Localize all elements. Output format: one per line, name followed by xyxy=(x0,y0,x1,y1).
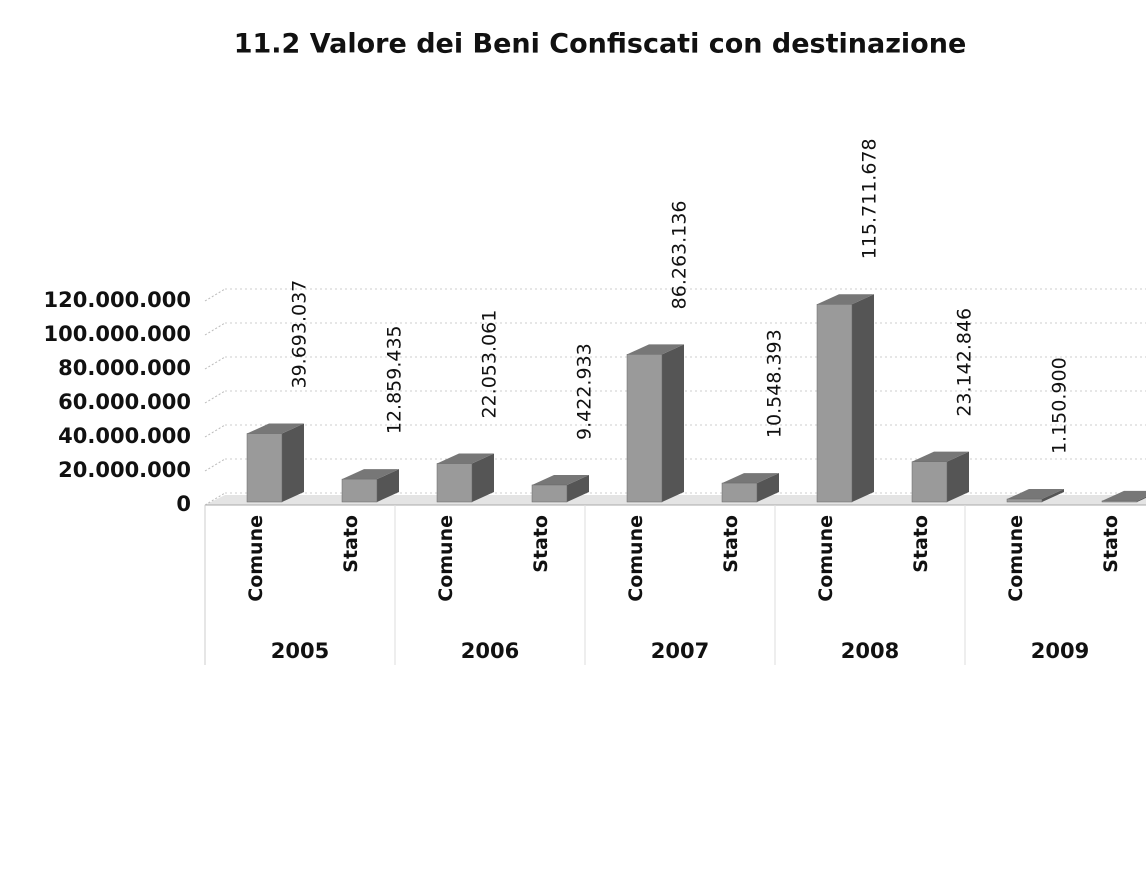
group-label: 2006 xyxy=(461,639,519,663)
bar-top xyxy=(1007,489,1064,500)
group-label: 2008 xyxy=(841,639,899,663)
bar-top xyxy=(532,474,589,485)
bar xyxy=(436,463,473,503)
bar-side xyxy=(1042,489,1064,502)
group-label: 2005 xyxy=(271,639,329,663)
grid-line xyxy=(204,390,226,404)
bar xyxy=(1101,500,1138,503)
bar-side xyxy=(662,344,684,502)
bar xyxy=(816,304,853,503)
x-tick-label: Comune xyxy=(245,515,267,602)
value-label: 23.142.846 xyxy=(954,308,976,417)
bar-side xyxy=(282,423,304,502)
value-label: 1.150.900 xyxy=(1049,357,1071,454)
y-tick-label: 80.000.000 xyxy=(58,356,191,380)
value-label: 22.053.061 xyxy=(479,310,501,419)
bar-top xyxy=(627,344,684,355)
y-tick-label: 40.000.000 xyxy=(58,424,191,448)
bar-side xyxy=(757,473,779,502)
bar xyxy=(911,461,948,503)
bar xyxy=(626,354,663,503)
group-label: 2009 xyxy=(1031,639,1089,663)
y-tick-label: 20.000.000 xyxy=(58,458,191,482)
grid-line xyxy=(204,322,226,336)
value-label: 10.548.393 xyxy=(764,329,786,438)
y-tick-label: 0 xyxy=(176,492,191,516)
bar xyxy=(721,482,758,503)
x-tick-label: Stato xyxy=(910,515,932,573)
value-label: 12.859.435 xyxy=(384,325,406,434)
y-tick-label: 100.000.000 xyxy=(44,322,191,346)
x-tick-label: Stato xyxy=(340,515,362,573)
x-tick-label: Stato xyxy=(1100,515,1122,573)
grid-line xyxy=(204,458,226,472)
bar xyxy=(531,484,568,503)
x-tick-label: Stato xyxy=(530,515,552,573)
y-tick-label: 120.000.000 xyxy=(44,288,191,312)
bar-side xyxy=(947,451,969,502)
bar-top xyxy=(912,451,969,462)
bar-side xyxy=(472,453,494,502)
x-tick-label: Comune xyxy=(435,515,457,602)
y-tick-label: 60.000.000 xyxy=(58,390,191,414)
bar xyxy=(341,478,378,503)
bar xyxy=(1006,498,1043,503)
bar-top xyxy=(817,294,874,305)
group-label: 2007 xyxy=(651,639,709,663)
bar-side xyxy=(567,474,589,502)
bar-side xyxy=(852,294,874,502)
grid-line xyxy=(204,424,226,438)
bar-side xyxy=(1137,496,1146,502)
bar-top xyxy=(1102,490,1146,501)
x-tick-label: Comune xyxy=(815,515,837,602)
bar-top xyxy=(437,453,494,464)
value-label: 115.711.678 xyxy=(859,138,881,259)
value-label: 70.000 xyxy=(1144,389,1146,455)
value-label: 9.422.933 xyxy=(574,343,596,440)
bar-top xyxy=(342,469,399,480)
bar xyxy=(246,433,283,503)
x-tick-label: Comune xyxy=(1005,515,1027,602)
chart-title: 11.2 Valore dei Beni Confiscati con dest… xyxy=(234,29,967,60)
bar-top xyxy=(247,423,304,434)
x-tick-label: Comune xyxy=(625,515,647,602)
value-label: 86.263.136 xyxy=(669,201,691,310)
grid-line xyxy=(204,288,226,302)
bar-side xyxy=(377,469,399,502)
x-tick-label: Stato xyxy=(720,515,742,573)
grid-line xyxy=(204,356,226,370)
bar-top xyxy=(722,473,779,484)
value-label: 39.693.037 xyxy=(289,280,311,389)
